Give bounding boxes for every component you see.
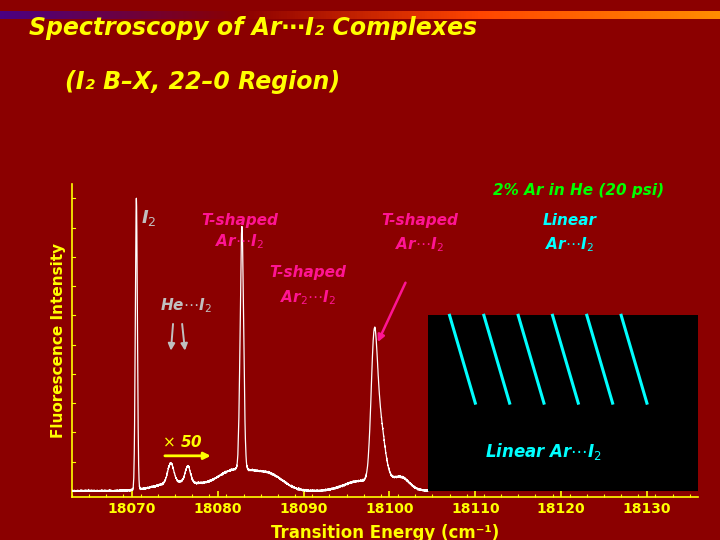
Y-axis label: Fluorescence Intensity: Fluorescence Intensity	[51, 242, 66, 438]
Text: He$\cdots$I$_2$: He$\cdots$I$_2$	[160, 296, 212, 315]
Text: Ar$\cdots$I$_2$: Ar$\cdots$I$_2$	[545, 235, 594, 254]
X-axis label: Transition Energy (cm⁻¹): Transition Energy (cm⁻¹)	[271, 524, 500, 540]
Bar	[428, 315, 698, 491]
Text: Linear: Linear	[543, 213, 597, 227]
Text: T-shaped: T-shaped	[201, 213, 278, 227]
Text: Ar$\cdots$I$_2$: Ar$\cdots$I$_2$	[215, 232, 264, 251]
Text: $\times$ 50: $\times$ 50	[162, 434, 203, 450]
Text: I$_2$: I$_2$	[140, 207, 156, 227]
Text: T-shaped: T-shaped	[269, 265, 346, 280]
Text: (I₂ B–X, 22–0 Region): (I₂ B–X, 22–0 Region)	[65, 70, 340, 94]
Text: Linear Ar$\cdots$I$_2$: Linear Ar$\cdots$I$_2$	[485, 441, 603, 462]
Text: Spectroscopy of Ar⋯I₂ Complexes: Spectroscopy of Ar⋯I₂ Complexes	[29, 16, 477, 40]
Text: Ar$_2$$\cdots$I$_2$: Ar$_2$$\cdots$I$_2$	[280, 288, 336, 307]
Text: 2% Ar in He (20 psi): 2% Ar in He (20 psi)	[492, 183, 664, 198]
Text: T-shaped: T-shaped	[381, 213, 458, 227]
Text: Ar$\cdots$I$_2$: Ar$\cdots$I$_2$	[395, 235, 444, 254]
